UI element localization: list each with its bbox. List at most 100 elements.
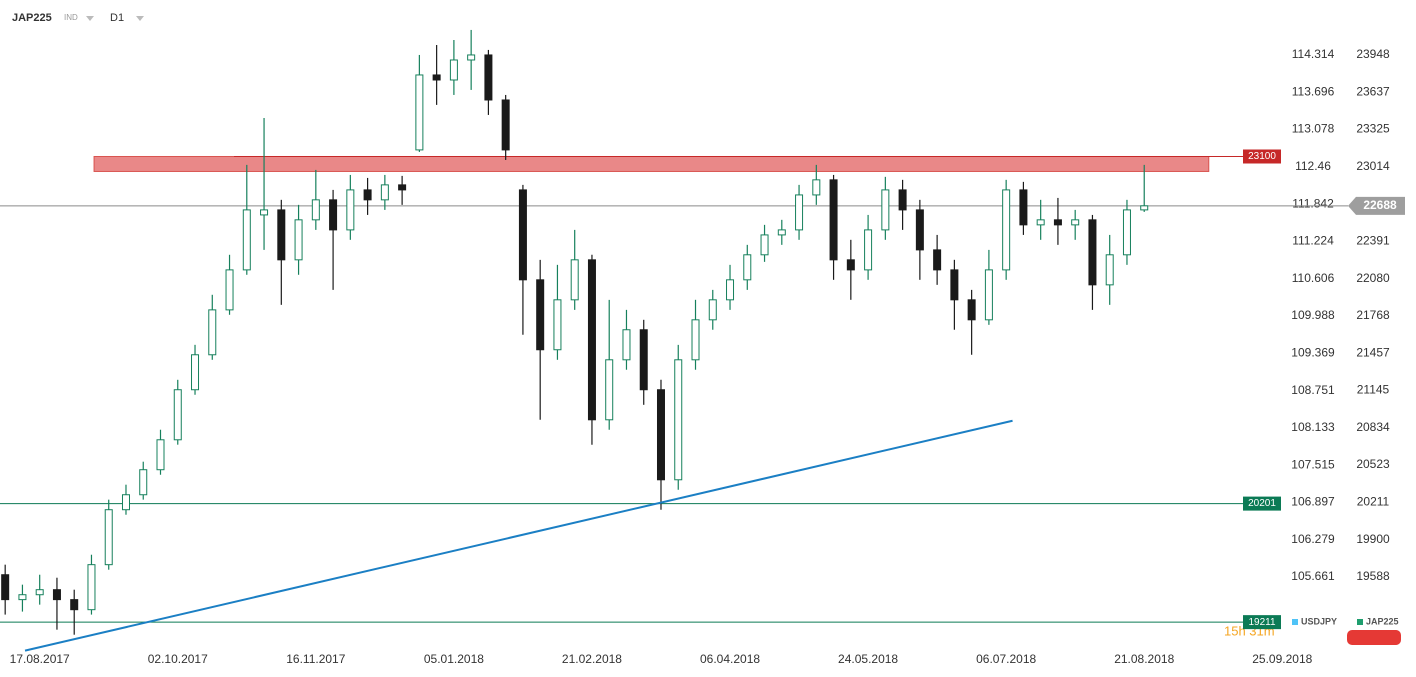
- candle-body: [1002, 189, 1011, 271]
- candle-body: [915, 209, 924, 251]
- candle-body: [553, 299, 562, 351]
- level-label: 20201: [1248, 498, 1276, 509]
- candle-body: [35, 589, 44, 596]
- x-tick-label: 25.09.2018: [1252, 652, 1312, 666]
- symbol[interactable]: JAP225: [12, 12, 52, 24]
- candle-body: [674, 359, 683, 481]
- candle-body: [743, 254, 752, 281]
- level-label-box: [1243, 615, 1281, 630]
- candle-body: [1140, 205, 1149, 211]
- level-label: 23100: [1248, 151, 1276, 162]
- y2-tick-label: 114.314: [1292, 47, 1335, 61]
- candle-body: [121, 494, 130, 511]
- y2-tick-label: 110.606: [1292, 271, 1335, 285]
- candle-body: [691, 319, 700, 361]
- candle-body: [173, 389, 182, 441]
- legend-swatch: [1357, 619, 1363, 625]
- candle-body: [70, 599, 79, 611]
- candle-body: [311, 199, 320, 221]
- candle-body: [1036, 219, 1045, 226]
- candle-body: [881, 189, 890, 231]
- y2-tick-label: 113.078: [1292, 122, 1335, 136]
- trendline: [24, 419, 1013, 652]
- legend-label: USDJPY: [1301, 616, 1337, 626]
- candle-body: [18, 594, 27, 601]
- candle-body: [726, 279, 735, 301]
- y-tick-label: 23637: [1356, 84, 1390, 98]
- candle-body: [260, 209, 269, 216]
- candle-body: [1053, 219, 1062, 226]
- y-tick-label: 20211: [1357, 495, 1390, 509]
- candle-body: [104, 509, 113, 566]
- candle-body: [398, 184, 407, 191]
- y-tick-label: 23325: [1356, 122, 1390, 136]
- alert-button[interactable]: [1347, 630, 1401, 645]
- candle-body: [294, 219, 303, 261]
- y-tick-label: 22080: [1356, 271, 1390, 285]
- candle-body: [1088, 219, 1097, 286]
- candle-body: [139, 469, 148, 496]
- candle-body: [933, 249, 942, 271]
- candle-body: [518, 189, 527, 281]
- y-tick-label: 20523: [1356, 457, 1390, 471]
- candle-body: [829, 179, 838, 261]
- legend-label: JAP225: [1366, 616, 1399, 626]
- candle-body: [1105, 254, 1114, 286]
- candle-body: [1019, 189, 1028, 226]
- y2-tick-label: 111.842: [1292, 196, 1334, 210]
- dropdown-arrow[interactable]: [86, 16, 94, 21]
- y2-tick-label: 113.696: [1292, 84, 1335, 98]
- candle-body: [52, 589, 61, 601]
- candle-body: [363, 189, 372, 201]
- candle-body: [156, 439, 165, 471]
- candle-body: [536, 279, 545, 351]
- candle-body: [415, 74, 424, 151]
- x-tick-label: 16.11.2017: [286, 652, 345, 666]
- candle-body: [242, 209, 251, 271]
- y-tick-label: 21145: [1357, 383, 1390, 397]
- y2-tick-label: 109.988: [1291, 308, 1335, 322]
- candle-body: [225, 269, 234, 311]
- x-tick-label: 06.04.2018: [700, 652, 760, 666]
- candle-body: [967, 299, 976, 321]
- timeframe[interactable]: D1: [110, 12, 124, 24]
- candle-body: [467, 54, 476, 61]
- y-tick-label: 19588: [1356, 569, 1390, 583]
- candle-body: [87, 564, 96, 611]
- candle-body: [346, 189, 355, 231]
- candle-body: [449, 59, 458, 81]
- y2-tick-label: 111.224: [1292, 234, 1334, 248]
- candle-body: [208, 309, 217, 356]
- level-label-box: [1243, 496, 1281, 511]
- x-tick-label: 21.02.2018: [562, 652, 622, 666]
- candle-body: [812, 179, 821, 196]
- x-tick-label: 02.10.2017: [148, 652, 208, 666]
- y-tick-label: 22391: [1356, 234, 1390, 248]
- candle-body: [950, 269, 959, 301]
- candle-body: [898, 189, 907, 211]
- x-tick-label: 21.08.2018: [1114, 652, 1174, 666]
- candle-body: [570, 259, 579, 301]
- candle-body: [432, 74, 441, 81]
- candle-body: [864, 229, 873, 271]
- candle-body: [777, 229, 786, 236]
- last-price-badge: [1348, 196, 1405, 215]
- candle-body: [639, 329, 648, 391]
- candle-body: [984, 269, 993, 321]
- y2-tick-label: 112.46: [1295, 159, 1331, 173]
- candle-body: [587, 259, 596, 421]
- y-tick-label: 21457: [1356, 345, 1390, 359]
- y2-tick-label: 105.661: [1291, 569, 1335, 583]
- candle-body: [846, 259, 855, 271]
- candle-body: [1122, 209, 1131, 256]
- last-price-label: 22688: [1363, 198, 1397, 212]
- level-label: 19211: [1248, 617, 1276, 628]
- dropdown-arrow[interactable]: [136, 16, 144, 21]
- legend-swatch: [1292, 619, 1298, 625]
- y2-tick-label: 106.279: [1291, 532, 1335, 546]
- y-tick-label: 19900: [1356, 532, 1390, 546]
- candle-body: [656, 389, 665, 481]
- candle-body: [1, 574, 10, 601]
